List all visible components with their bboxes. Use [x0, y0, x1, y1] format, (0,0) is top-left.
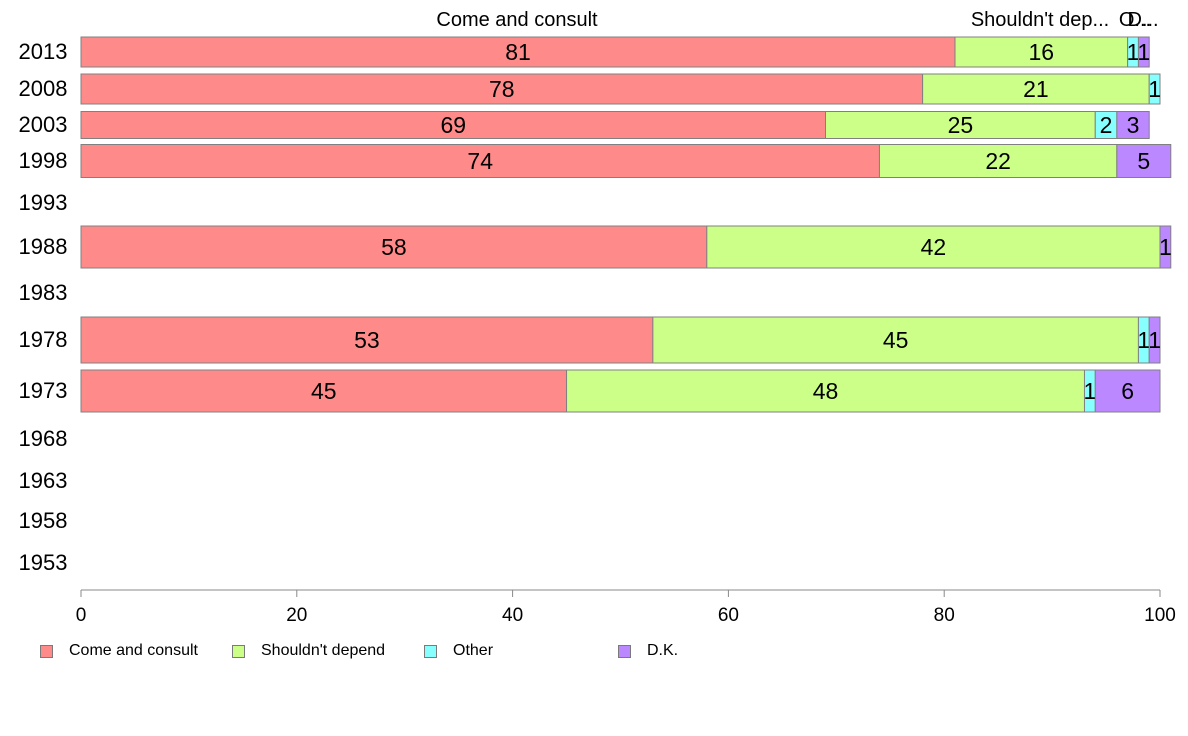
bar-segment [80, 73, 924, 105]
bar-value-label: 74 [467, 148, 493, 174]
bar-segment [80, 144, 880, 178]
bar-segment [652, 316, 1139, 364]
bar-segment [80, 36, 956, 68]
bar-segment [80, 316, 654, 364]
bar-value-label: 3 [1127, 112, 1140, 138]
bar-value-label: 81 [505, 39, 531, 65]
legend-label: D.K. [647, 642, 679, 659]
bar-segment [1116, 144, 1172, 178]
y-category-label: 1998 [19, 148, 68, 173]
bar-segment [1094, 369, 1161, 413]
bar-value-label: 42 [921, 234, 947, 260]
bar-value-label: 1 [1127, 39, 1140, 65]
bar-value-label: 21 [1023, 76, 1049, 102]
bar-value-label: 1 [1159, 234, 1172, 260]
y-category-label: 1953 [19, 550, 68, 575]
legend-item-dk: D.K. [618, 642, 678, 660]
legend-swatch [232, 644, 245, 658]
bar-value-label: 45 [311, 378, 337, 404]
top-series-label: D... [1127, 9, 1158, 31]
bar-segment [878, 144, 1118, 178]
y-category-label: 2003 [19, 112, 68, 137]
bar-segment [1148, 316, 1161, 364]
bar-segment [80, 111, 827, 139]
legend-swatch [40, 644, 53, 658]
bar-value-label: 2 [1100, 112, 1113, 138]
y-category-label: 1983 [19, 280, 68, 305]
legend-item-other: Other [424, 642, 493, 660]
x-tick-label: 80 [934, 605, 955, 626]
legend-swatch [618, 644, 631, 658]
legend-label: Shouldn't depend [261, 642, 386, 659]
y-category-label: 2013 [19, 39, 68, 64]
legend-label: Come and consult [69, 642, 198, 659]
legend-item-come-and-consult: Come and consult [40, 642, 198, 660]
y-category-label: 1978 [19, 327, 68, 352]
x-tick-label: 0 [76, 605, 87, 626]
bar-value-label: 22 [985, 148, 1011, 174]
top-series-label: O... [1119, 9, 1151, 31]
bar-segment [80, 225, 708, 269]
bar-segment [1148, 73, 1161, 105]
bar-value-label: 45 [883, 327, 909, 353]
bar-value-label: 1 [1137, 39, 1150, 65]
bar-value-label: 1 [1148, 76, 1161, 102]
bar-value-label: 6 [1121, 378, 1134, 404]
bar-value-label: 48 [813, 378, 839, 404]
x-tick-label: 20 [286, 605, 307, 626]
x-tick-label: 100 [1144, 605, 1176, 626]
y-category-label: 1968 [19, 426, 68, 451]
bar-value-label: 25 [948, 112, 974, 138]
y-category-label: 1993 [19, 190, 68, 215]
top-series-label: Shouldn't dep... [971, 9, 1109, 31]
bar-segment [1116, 111, 1150, 139]
bar-value-label: 58 [381, 234, 407, 260]
legend-label: Other [453, 642, 494, 659]
bar-segment [706, 225, 1161, 269]
bar-segment [825, 111, 1096, 139]
y-category-label: 1963 [19, 468, 68, 493]
bar-value-label: 78 [489, 76, 515, 102]
bar-segment [80, 369, 568, 413]
x-tick-label: 40 [502, 605, 523, 626]
top-series-label: Come and consult [436, 9, 598, 31]
bar-value-label: 16 [1029, 39, 1055, 65]
y-category-label: 1988 [19, 234, 68, 259]
y-category-label: 1973 [19, 378, 68, 403]
legend-swatch [424, 644, 437, 658]
bar-value-label: 1 [1083, 378, 1096, 404]
bar-value-label: 1 [1137, 327, 1150, 353]
y-category-label: 2008 [19, 76, 68, 101]
bar-segment [1137, 36, 1150, 68]
x-tick-label: 60 [718, 605, 739, 626]
bar-value-label: 5 [1137, 148, 1150, 174]
bar-value-label: 53 [354, 327, 380, 353]
bar-value-label: 69 [440, 112, 466, 138]
legend-item-shouldnt-depend: Shouldn't depend [232, 642, 385, 660]
y-category-label: 1958 [19, 508, 68, 533]
bar-value-label: 1 [1148, 327, 1161, 353]
legend: Come and consult Shouldn't depend Other … [40, 642, 740, 666]
bar-segment [1159, 225, 1172, 269]
